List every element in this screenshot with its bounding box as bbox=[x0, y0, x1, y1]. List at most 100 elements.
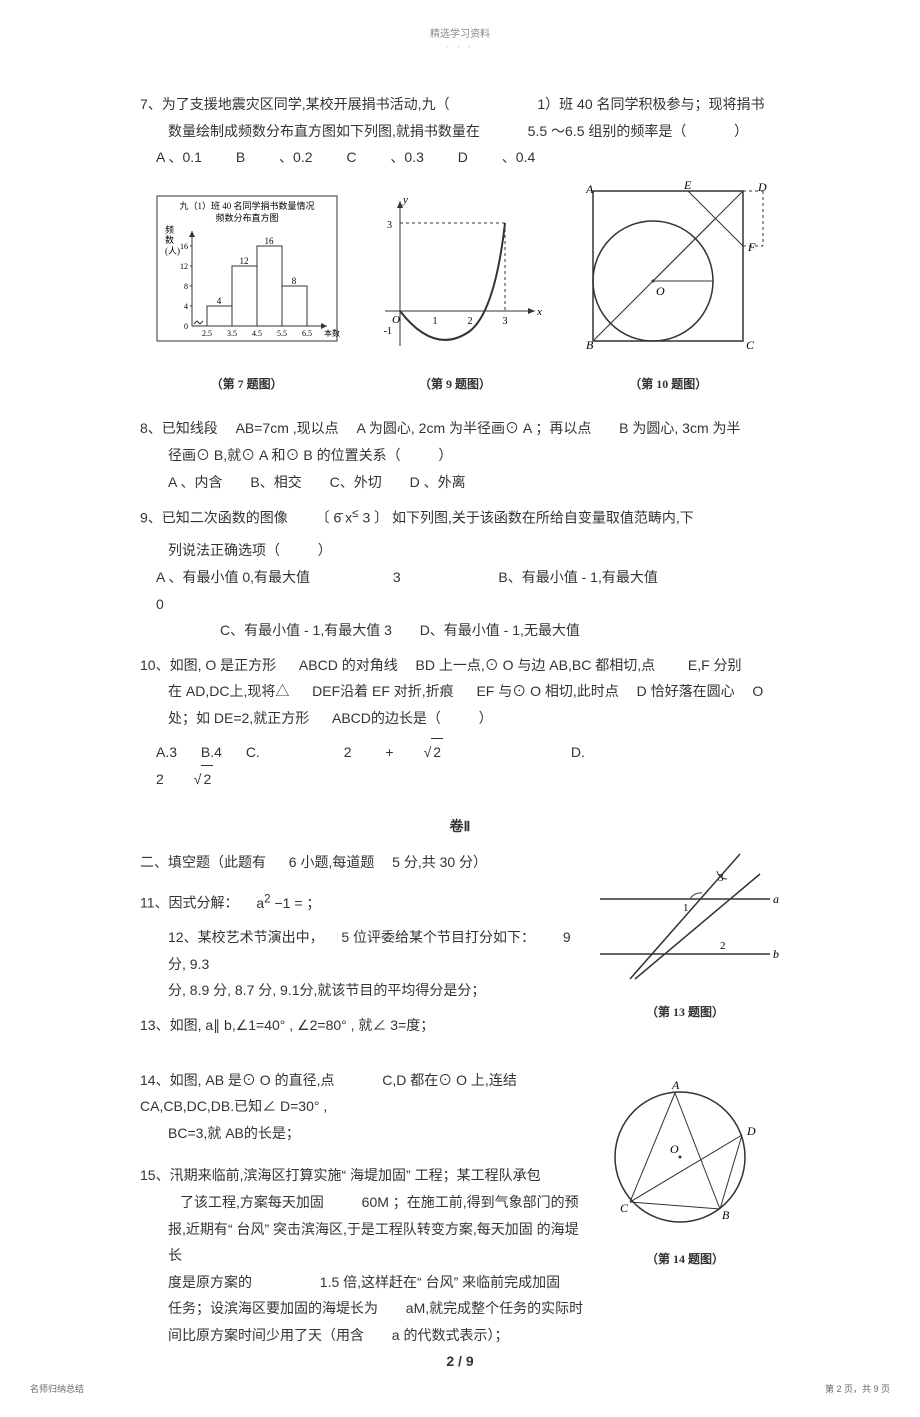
fig14-C: C bbox=[620, 1201, 629, 1215]
q15-text: 度是原方案的 bbox=[168, 1274, 252, 1290]
q7-opt-d: D bbox=[458, 144, 468, 171]
q9-sup: ≤ bbox=[352, 507, 358, 520]
q10-d-root: 2 bbox=[201, 765, 213, 793]
fig7-ylabel-2: 数 bbox=[165, 234, 174, 245]
q9-text: 〔 6̄ x bbox=[316, 510, 353, 526]
q10-text: ） bbox=[479, 710, 493, 726]
fig7-bar-8: 8 bbox=[291, 276, 296, 286]
q10-text: EF 与⊙ O 相切,此时点 bbox=[476, 683, 618, 699]
q7-opt-b2: 、0.2 bbox=[279, 144, 312, 171]
q8-text: A 为圆心, 2cm 为半径画⊙ A ；再以点 bbox=[356, 420, 591, 436]
q14-text: C,D 都在⊙ O 上,连结 bbox=[382, 1072, 517, 1088]
page-header: 精选学习资料 bbox=[40, 20, 880, 42]
figure-14: A B C D O （第 14 题图） bbox=[590, 1067, 780, 1272]
fig14-B: B bbox=[722, 1208, 730, 1222]
q7-text: 数量绘制成频数分布直方图如下列图,就捐书数量在 bbox=[168, 123, 480, 139]
fig7-ylabel-3: (人) bbox=[165, 246, 180, 256]
question-7: 7、为了支援地震灾区同学,某校开展捐书活动,九（ 1）班 40 名同学积极参与；… bbox=[140, 91, 780, 171]
fig13-2: 2 bbox=[720, 940, 726, 952]
q10-text: ABCD的边长是（ bbox=[332, 710, 441, 726]
q7-opt-b: B bbox=[236, 144, 245, 171]
fig7-yt3: 12 bbox=[180, 262, 188, 271]
q7-opt-c: C bbox=[346, 144, 356, 171]
fig7-xt4: 6.5 bbox=[302, 329, 312, 338]
q15-text: 1.5 倍,这样赶在“ 台风” 来临前完成加固 bbox=[320, 1274, 560, 1290]
q10-plus: + bbox=[385, 739, 393, 766]
fig7-xt2: 4.5 bbox=[252, 329, 262, 338]
q8-opt-c: C、外切 bbox=[330, 474, 382, 490]
fig10-B: B bbox=[586, 338, 594, 352]
fill-title: 6 小题,每道题 bbox=[289, 854, 375, 870]
fig13-1: 1 bbox=[683, 902, 689, 914]
fig7-bar-4: 4 bbox=[216, 296, 221, 306]
q9-opt-a2: 3 bbox=[393, 564, 401, 591]
q10-text: D 恰好落在圆心 bbox=[637, 683, 735, 699]
fig7-ylabel-1: 频 bbox=[165, 224, 174, 235]
fig9-x1: 1 bbox=[432, 316, 437, 327]
q14-text: 14、如图, AB 是⊙ O 的直径,点 bbox=[140, 1072, 334, 1088]
fig7-xt1: 3.5 bbox=[227, 329, 237, 338]
figure-7: 九（1）班 40 名同学捐书数量情况 频数分布直方图 频 数 (人) 4 12 bbox=[152, 191, 342, 396]
fig9-y3: 3 bbox=[387, 220, 392, 231]
figure-10: A B C D E F O （第 10 题图） bbox=[568, 181, 768, 396]
q10-text: O bbox=[752, 683, 763, 699]
fig7-subtitle: 频数分布直方图 bbox=[215, 212, 278, 223]
page-header-sub: - - - bbox=[40, 42, 880, 91]
q10-text: BD 上一点,⊙ O 与边 AB,BC 都相切,点 bbox=[416, 657, 656, 673]
fig7-xlabel: 本数 bbox=[324, 328, 340, 338]
q7-opt-a: A 、0.1 bbox=[156, 144, 202, 171]
fig10-F: F bbox=[747, 240, 756, 254]
q7-text: ） bbox=[734, 123, 748, 139]
q15-text: a 的代数式表示）； bbox=[392, 1327, 509, 1343]
fig9-caption: （第 9 题图） bbox=[365, 373, 545, 396]
fig7-caption: （第 7 题图） bbox=[152, 373, 342, 396]
figures-row-1: 九（1）班 40 名同学捐书数量情况 频数分布直方图 频 数 (人) 4 12 bbox=[140, 181, 780, 396]
section-2-title: 卷Ⅱ bbox=[140, 813, 780, 840]
fig9-x3: 3 bbox=[502, 316, 507, 327]
q7-opt-c2: 、0.3 bbox=[390, 144, 423, 171]
q15-text: 间比原方案时间少用了天（用含 bbox=[168, 1327, 364, 1343]
fig9-ylabel: y bbox=[402, 194, 408, 206]
fig13-caption: （第 13 题图） bbox=[590, 1001, 780, 1024]
q10-text: 在 AD,DC上,现将△ bbox=[168, 683, 289, 699]
q9-text: 列说法正确选项（ bbox=[168, 542, 280, 558]
footer-left: 名师归纳总结 bbox=[30, 1382, 84, 1395]
q8-opt-d: D 、外离 bbox=[410, 474, 466, 490]
q10-opt-c: C. bbox=[246, 739, 260, 766]
fig9-ym1: -1 bbox=[384, 326, 392, 337]
fig7-yt2: 8 bbox=[184, 282, 188, 291]
fig9-origin: O bbox=[392, 314, 400, 326]
q10-opt-d: D. bbox=[571, 739, 585, 766]
q10-text: 处；如 DE=2,就正方形 bbox=[168, 710, 309, 726]
q10-c-pre: 2 bbox=[344, 739, 352, 766]
q10-text: ABCD 的对角线 bbox=[299, 657, 398, 673]
question-9: 9、已知二次函数的图像 〔 6̄ x≤ 3 〕 如下列图,关于该函数在所给自变量… bbox=[140, 503, 780, 644]
fig14-caption: （第 14 题图） bbox=[590, 1248, 780, 1271]
q11-text: 11、因式分解： bbox=[140, 895, 239, 911]
fig7-title: 九（1）班 40 名同学捐书数量情况 bbox=[179, 200, 314, 211]
fig10-A: A bbox=[585, 182, 594, 196]
q9-opt-d: D、有最小值 - 1,无最大值 bbox=[420, 622, 580, 638]
figure-9: O x y 1 2 3 -1 3 （第 9 题图） bbox=[365, 181, 545, 396]
fig7-yt4: 16 bbox=[180, 242, 188, 251]
fig10-E: E bbox=[683, 181, 692, 192]
q8-opt-a: A 、内含 bbox=[168, 474, 222, 490]
fig13-a: a bbox=[773, 892, 779, 906]
q10-opt-b: B.4 bbox=[201, 739, 222, 766]
q13-text: 13、如图, a∥ b,∠1=40° , ∠2=80° , 就∠ 3=度； bbox=[140, 1017, 434, 1033]
q12-text: 5 位评委给某个节目打分如下： bbox=[341, 929, 535, 945]
fig10-O: O bbox=[656, 284, 665, 298]
q10-text: E,F 分别 bbox=[688, 657, 742, 673]
fig9-xlabel: x bbox=[536, 306, 542, 318]
q10-c-root: 2 bbox=[431, 738, 443, 766]
fig14-A: A bbox=[671, 1078, 680, 1092]
footer-right: 第 2 页，共 9 页 bbox=[825, 1382, 890, 1395]
fig7-yt0: 0 bbox=[184, 322, 188, 331]
q10-opt-a: A.3 bbox=[156, 739, 177, 766]
q9-text: 3 〕 如下列图,关于该函数在所给自变量取值范畴内,下 bbox=[362, 510, 693, 526]
figure-13: a b 1 3 2 （第 13 题图） bbox=[590, 849, 780, 1024]
q8-text: 8、已知线段 bbox=[140, 420, 218, 436]
q9-opt-b2: 0 bbox=[156, 591, 164, 618]
page-number: 2 / 9 bbox=[0, 1353, 920, 1369]
q15-text: 60M ；在施工前,得到气象部门的预 bbox=[362, 1194, 579, 1210]
